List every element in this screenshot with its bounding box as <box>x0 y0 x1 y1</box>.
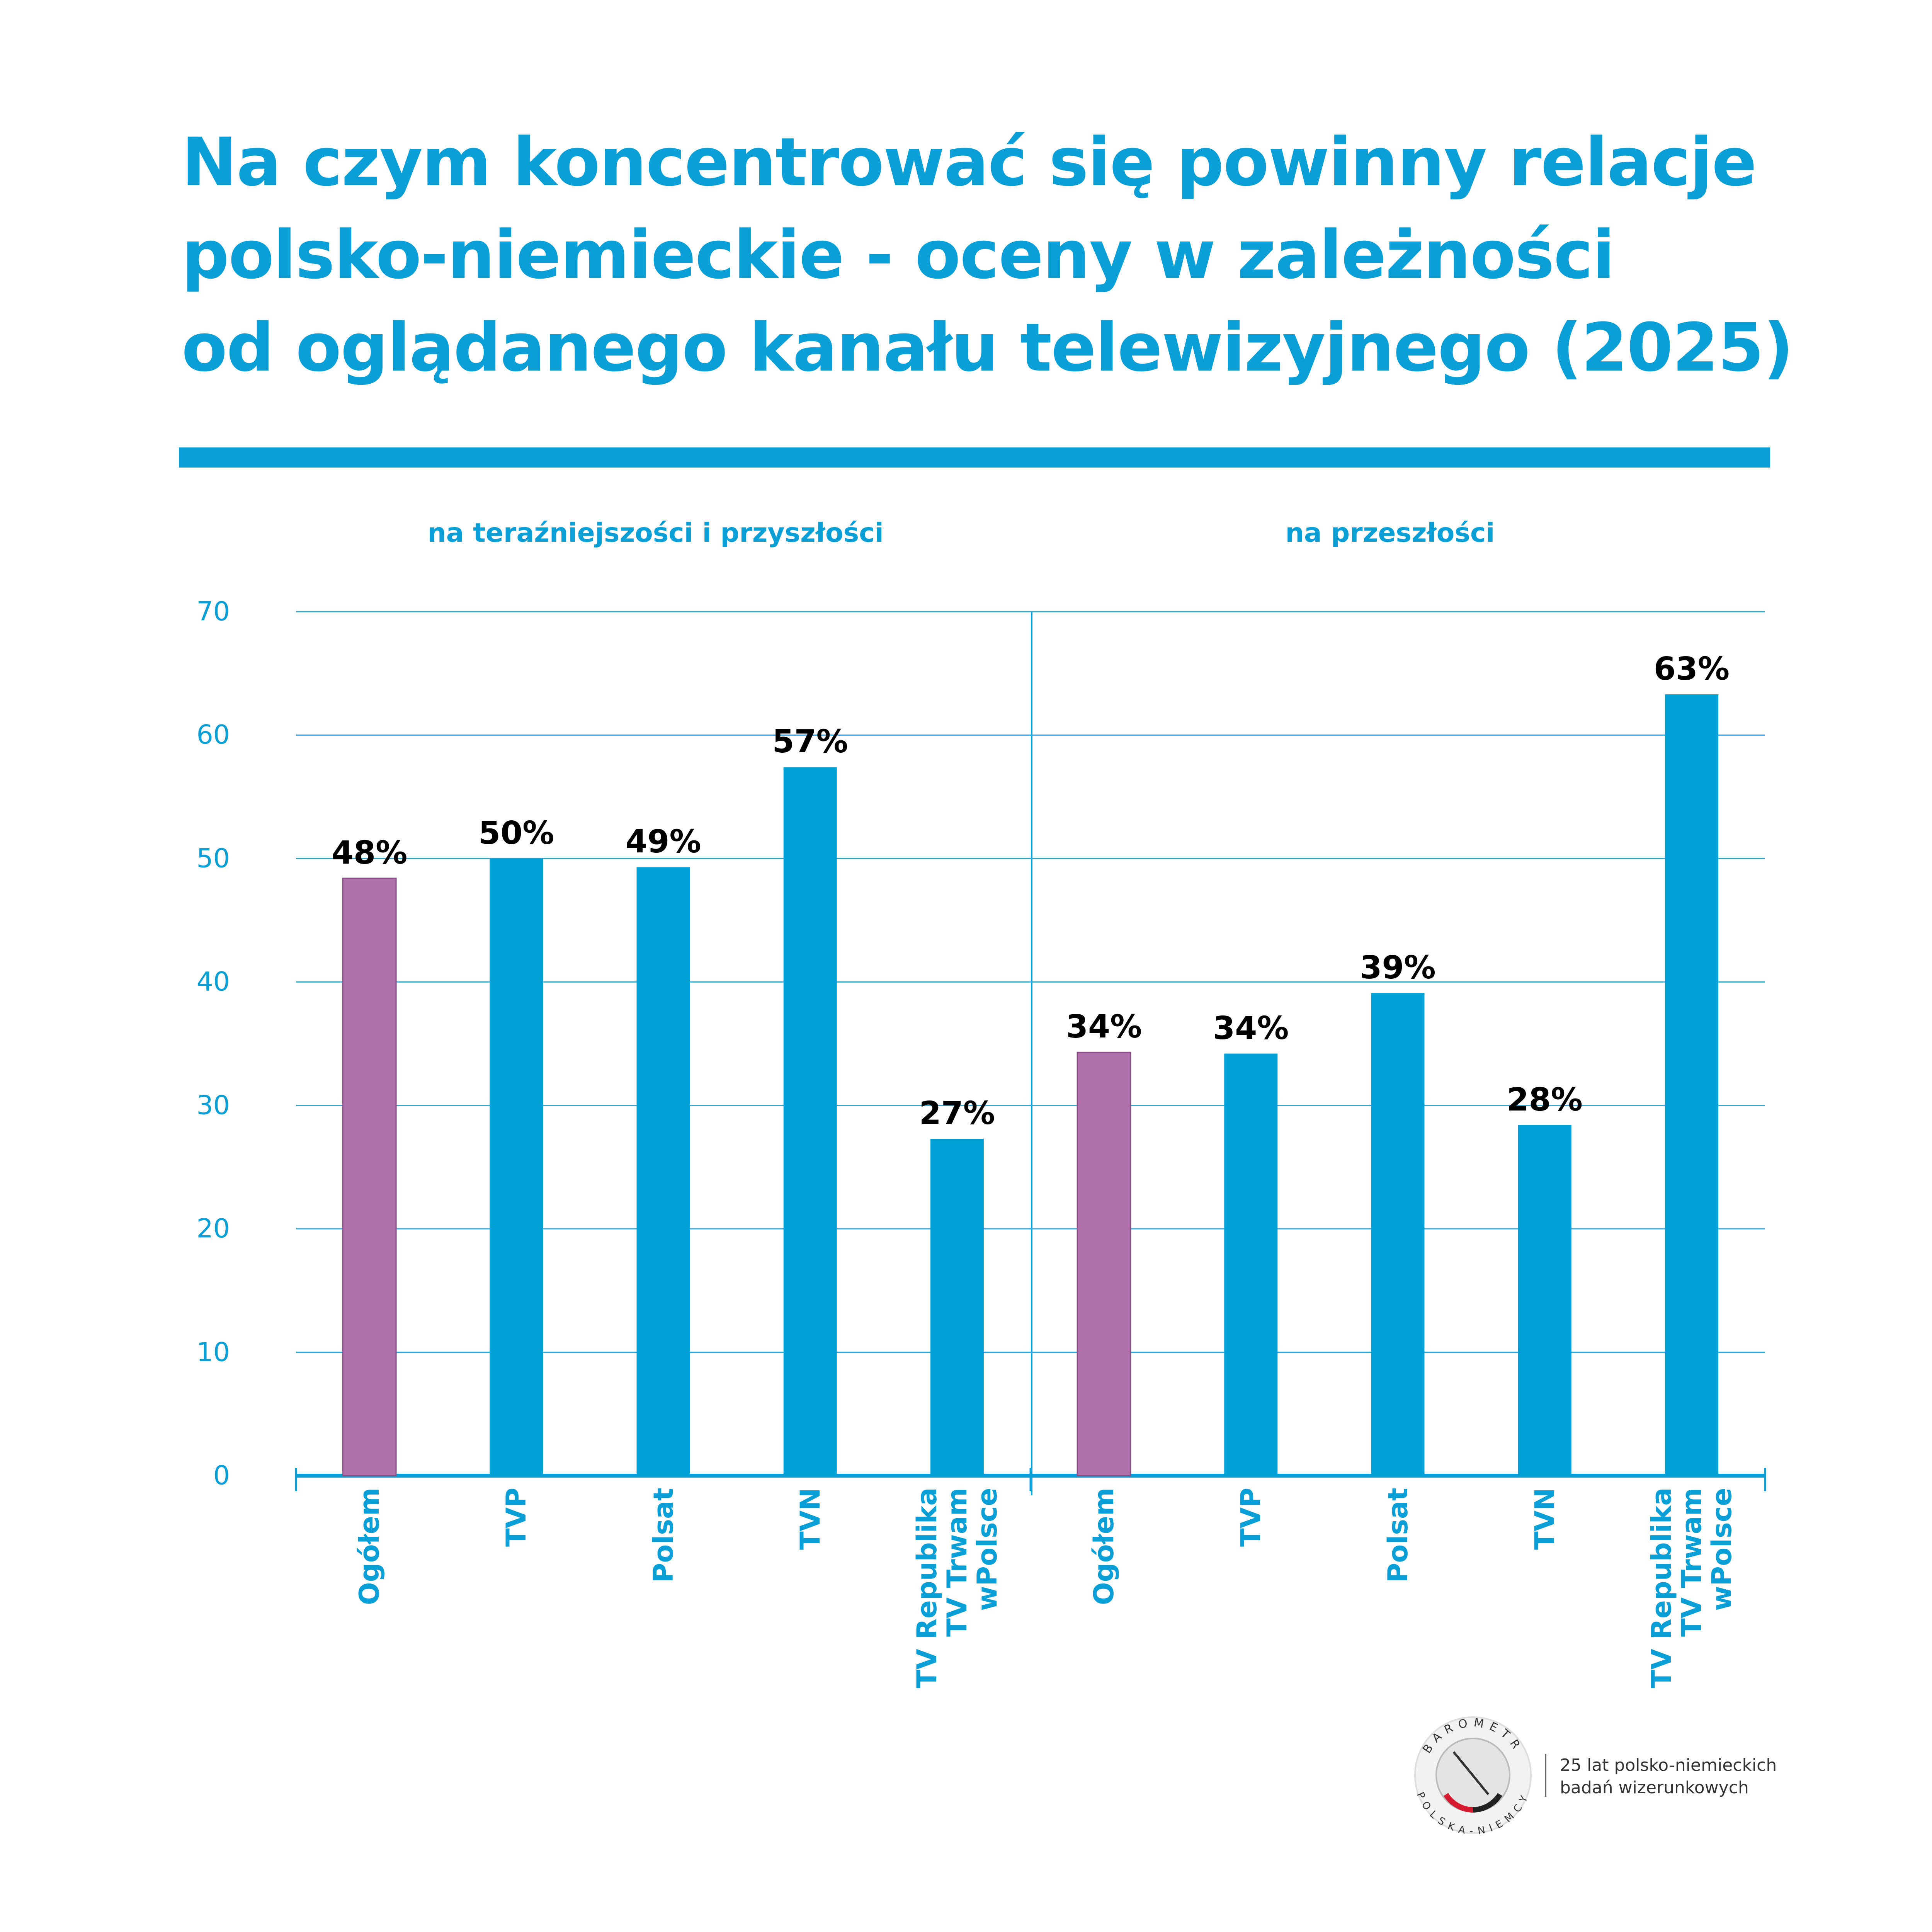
logo-needle <box>1452 1751 1490 1795</box>
bar <box>930 1138 984 1476</box>
y-tick-label: 60 <box>196 719 230 750</box>
x-tick-label: TVP <box>1235 1488 1267 1547</box>
bar <box>342 878 397 1476</box>
value-label: 50% <box>478 815 554 852</box>
bar <box>636 867 690 1476</box>
x-tick-label: TV Republika TV Trwam wPolsce <box>1645 1488 1738 1689</box>
x-tick-label: TVN <box>794 1488 826 1550</box>
bar <box>1224 1053 1278 1476</box>
value-label: 34% <box>1066 1009 1142 1046</box>
panel-title: na przeszłości <box>1285 518 1495 548</box>
value-label: 27% <box>919 1095 995 1132</box>
x-tick-label: Polsat <box>1382 1488 1414 1583</box>
value-label: 39% <box>1360 949 1436 986</box>
value-label: 63% <box>1653 651 1730 688</box>
y-tick-label: 50 <box>196 843 230 874</box>
logo: BAROMETR POLSKA-NIEMCY <box>1414 1716 1532 1837</box>
chart-title: Na czym koncentrować się powinny relacje… <box>182 123 1794 386</box>
x-tick-label: TVN <box>1529 1488 1561 1550</box>
y-tick-label: 40 <box>196 966 230 997</box>
y-tick-label: 30 <box>196 1090 230 1121</box>
logo-flag-pl <box>1444 1793 1473 1813</box>
value-label: 49% <box>625 823 701 861</box>
bar <box>1665 694 1718 1476</box>
bar <box>1371 993 1425 1476</box>
y-tick-label: 20 <box>196 1213 230 1244</box>
value-label: 48% <box>331 834 408 871</box>
footer-text: 25 lat polsko-niemieckich badań wizerunk… <box>1560 1755 1777 1798</box>
value-label: 57% <box>772 723 848 760</box>
bar <box>1518 1125 1571 1476</box>
y-tick-label: 10 <box>196 1337 230 1368</box>
x-tick-label: Polsat <box>647 1488 679 1583</box>
title-rule <box>179 447 1770 468</box>
x-tick-label: TVP <box>500 1488 532 1547</box>
x-tick-label: TV Republika TV Trwam wPolsce <box>911 1488 1003 1689</box>
x-tick-label: Ogółem <box>354 1488 386 1605</box>
value-label: 34% <box>1213 1010 1289 1047</box>
y-tick-label: 0 <box>213 1460 230 1491</box>
bar <box>490 858 543 1476</box>
bar <box>1077 1051 1131 1476</box>
value-label: 28% <box>1507 1081 1583 1118</box>
x-tick-label: Ogółem <box>1088 1488 1120 1605</box>
y-tick-label: 70 <box>196 596 230 627</box>
bar <box>783 767 837 1476</box>
panel-title: na teraźniejszości i przyszłości <box>427 518 884 548</box>
logo-flag-de <box>1473 1793 1502 1813</box>
